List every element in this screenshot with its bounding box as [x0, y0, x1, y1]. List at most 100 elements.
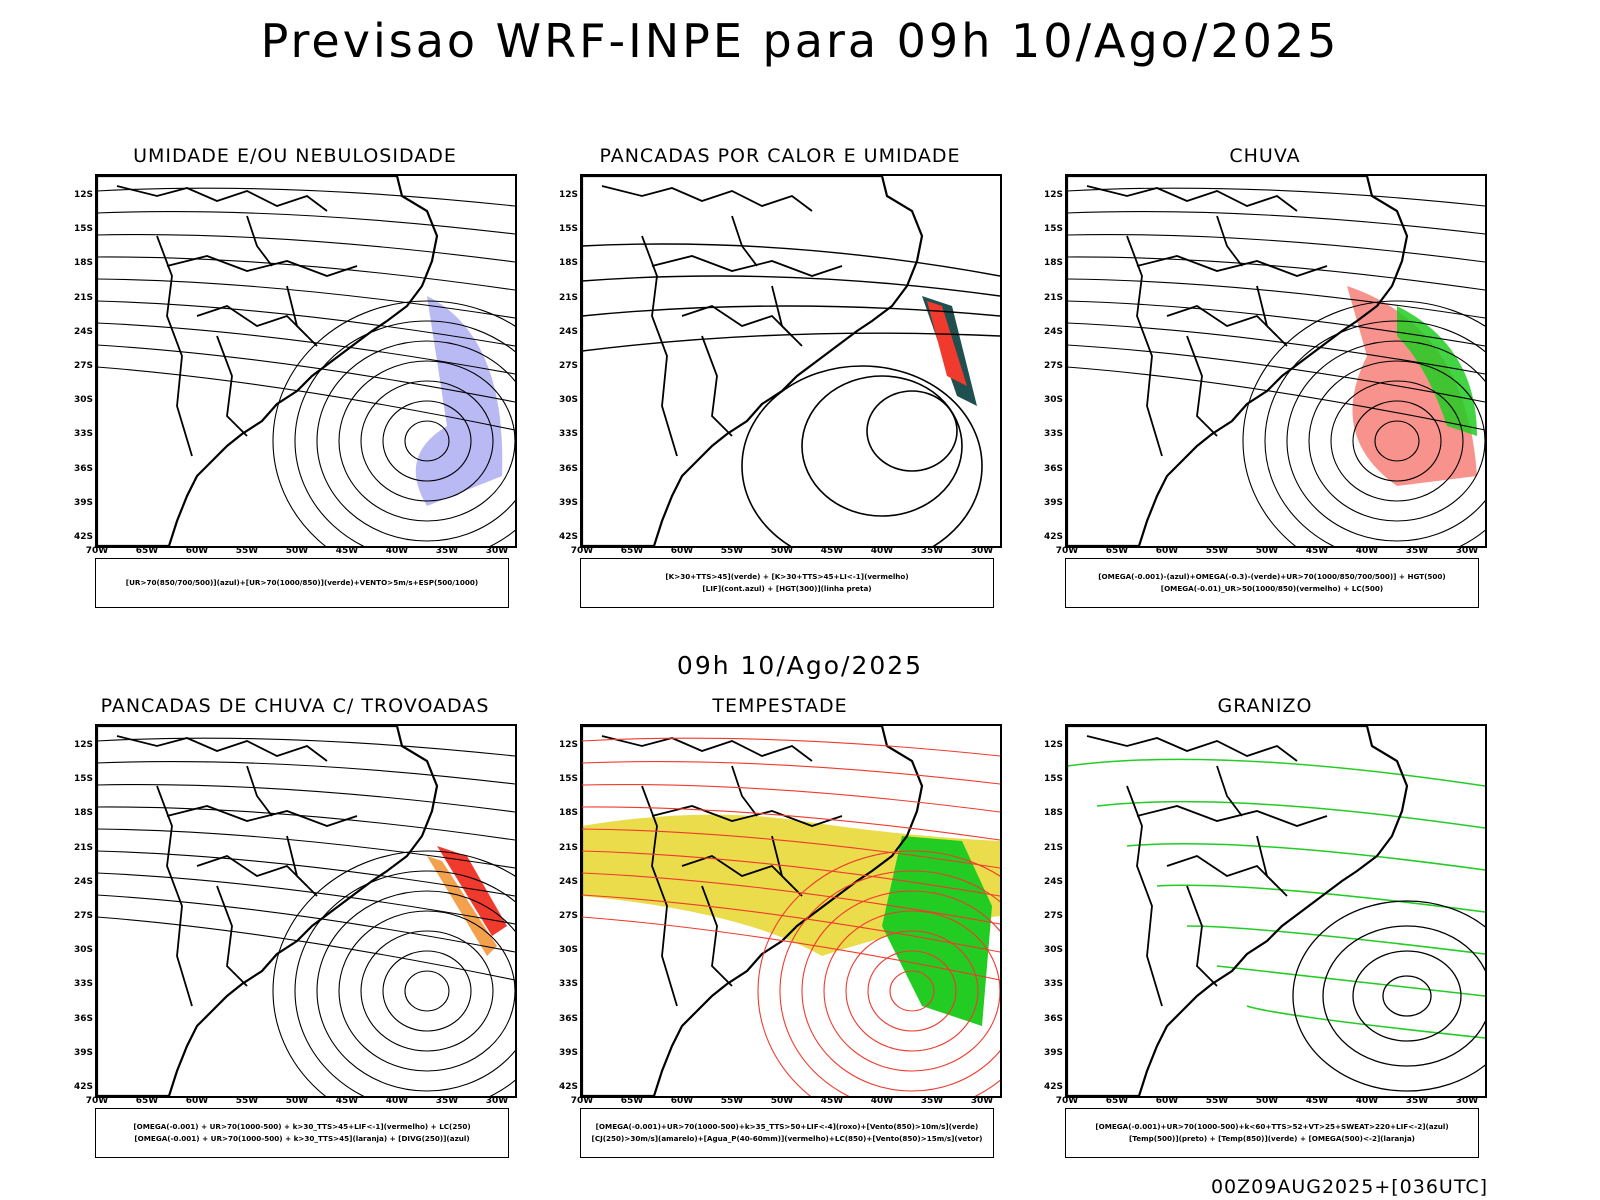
- lon-tick-label: 35W: [920, 1096, 944, 1106]
- cyclone-streamline: [1330, 380, 1464, 502]
- cyclone-streamline: [801, 890, 1000, 1092]
- temp500-contour: [1382, 975, 1432, 1017]
- streamline: [1067, 300, 1485, 347]
- cyclone-streamline: [867, 950, 957, 1032]
- border-line: [246, 765, 273, 817]
- hgt-contour: [582, 243, 1000, 277]
- border-line: [1136, 255, 1328, 277]
- lat-tick-label: 24S: [73, 876, 93, 887]
- temp850-contour: [1246, 1005, 1485, 1039]
- border-line: [156, 235, 193, 457]
- lon-tick-label: 45W: [335, 1096, 359, 1106]
- coastline: [582, 176, 924, 546]
- lon-tick-label: 55W: [720, 546, 744, 556]
- map-granizo[interactable]: [1065, 724, 1487, 1098]
- lon-tick-label: 30W: [485, 1096, 509, 1106]
- lat-tick-label: 36S: [1043, 1013, 1063, 1024]
- legend-line: [OMEGA(-0.001) + UR>70(1000-500) + k>30_…: [134, 1134, 470, 1143]
- lat-tick-label: 12S: [1043, 190, 1063, 200]
- streamline: [582, 806, 1000, 841]
- coastline: [97, 176, 439, 546]
- border-line: [116, 185, 328, 212]
- lat-tick-label: 21S: [73, 842, 93, 853]
- cyclone-streamline: [338, 360, 515, 522]
- cyclone-streamline: [360, 380, 494, 502]
- lon-tick-label: 45W: [1305, 1096, 1329, 1106]
- map-umidade[interactable]: [95, 174, 517, 548]
- streamline: [97, 784, 515, 813]
- border-line: [286, 285, 318, 347]
- border-line: [1216, 765, 1243, 817]
- streamline: [97, 872, 515, 925]
- legend-box: [UR>70(850/700/500)](azul)+[UR>70(1000/8…: [95, 558, 509, 608]
- main-title: Previsao WRF-INPE para 09h 10/Ago/2025: [260, 14, 1340, 68]
- mid-forecast-time: 09h 10/Ago/2025: [676, 651, 924, 680]
- streamline: [97, 187, 515, 207]
- lon-tick-label: 50W: [285, 1096, 309, 1106]
- map-trovoadas[interactable]: [95, 724, 517, 1098]
- map-tempestade[interactable]: [580, 724, 1002, 1098]
- cyclone-streamline: [338, 910, 515, 1072]
- lon-tick-label: 55W: [1205, 1096, 1229, 1106]
- lat-tick-label: 18S: [1043, 258, 1063, 269]
- border-line: [641, 235, 678, 457]
- cyclone-streamline: [382, 400, 472, 482]
- lat-tick-label: 24S: [1043, 326, 1063, 337]
- panel-pancadas-calor: PANCADAS POR CALOR E UMIDADE [K>30+TTS>4…: [540, 145, 1020, 615]
- lat-tick-label: 27S: [558, 361, 578, 371]
- border-line: [166, 805, 358, 827]
- border-line: [1126, 785, 1163, 1007]
- lat-tick-label: 12S: [558, 740, 578, 750]
- streamline: [97, 366, 515, 431]
- streamline: [1067, 344, 1485, 403]
- lon-tick-label: 60W: [670, 1096, 694, 1106]
- lon-tick-label: 65W: [1105, 1096, 1129, 1106]
- lon-tick-label: 65W: [620, 546, 644, 556]
- map-chuva[interactable]: [1065, 174, 1487, 548]
- coastline: [582, 726, 924, 1096]
- lat-tick-label: 27S: [1043, 361, 1063, 371]
- legend-line: [OMEGA(-0.001)+UR>70(1000-500)+k>35_TTS>…: [595, 1122, 979, 1131]
- hgt-contour: [741, 365, 983, 546]
- lat-tick-label: 27S: [1043, 911, 1063, 921]
- lon-tick-label: 40W: [385, 1096, 409, 1106]
- streamline: [1067, 322, 1485, 375]
- cyclone-streamline: [1264, 320, 1485, 546]
- lat-tick-label: 21S: [558, 292, 578, 303]
- border-line: [1166, 855, 1278, 887]
- lon-tick-label: 40W: [1355, 1096, 1379, 1106]
- hgt-contour: [582, 275, 1000, 297]
- border-line: [681, 855, 793, 887]
- lat-tick-label: 24S: [558, 876, 578, 887]
- panel-title: PANCADAS DE CHUVA C/ TROVOADAS: [100, 695, 490, 717]
- lat-tick-label: 39S: [1043, 497, 1063, 508]
- lat-tick-label: 15S: [1043, 774, 1063, 785]
- lon-tick-label: 40W: [1355, 546, 1379, 556]
- lon-tick-label: 30W: [1455, 546, 1479, 556]
- lon-tick-label: 45W: [1305, 546, 1329, 556]
- lat-tick-label: 42S: [73, 1082, 93, 1092]
- lon-tick-label: 30W: [970, 546, 994, 556]
- temp850-contour: [1067, 758, 1485, 787]
- streamline: [97, 828, 515, 869]
- lon-tick-label: 70W: [1055, 546, 1079, 556]
- humidity-area: [415, 296, 503, 506]
- border-line: [731, 765, 758, 817]
- lat-tick-label: 18S: [73, 258, 93, 269]
- cyclone-streamline: [316, 890, 515, 1092]
- streamline: [1067, 234, 1485, 263]
- lat-tick-label: 12S: [558, 190, 578, 200]
- border-line: [1166, 305, 1278, 337]
- lat-tick-label: 36S: [558, 463, 578, 474]
- lat-tick-label: 12S: [73, 190, 93, 200]
- panel-title: PANCADAS POR CALOR E UMIDADE: [599, 145, 961, 167]
- cyclone-streamline: [360, 930, 494, 1052]
- storm-area: [437, 846, 507, 936]
- streamline: [1067, 366, 1485, 431]
- cyclone-streamline: [1242, 300, 1485, 546]
- lat-tick-label: 21S: [73, 292, 93, 303]
- lat-tick-label: 42S: [1043, 532, 1063, 542]
- hgt-contour: [801, 375, 963, 517]
- lon-tick-label: 70W: [1055, 1096, 1079, 1106]
- map-pancadas-calor[interactable]: [580, 174, 1002, 548]
